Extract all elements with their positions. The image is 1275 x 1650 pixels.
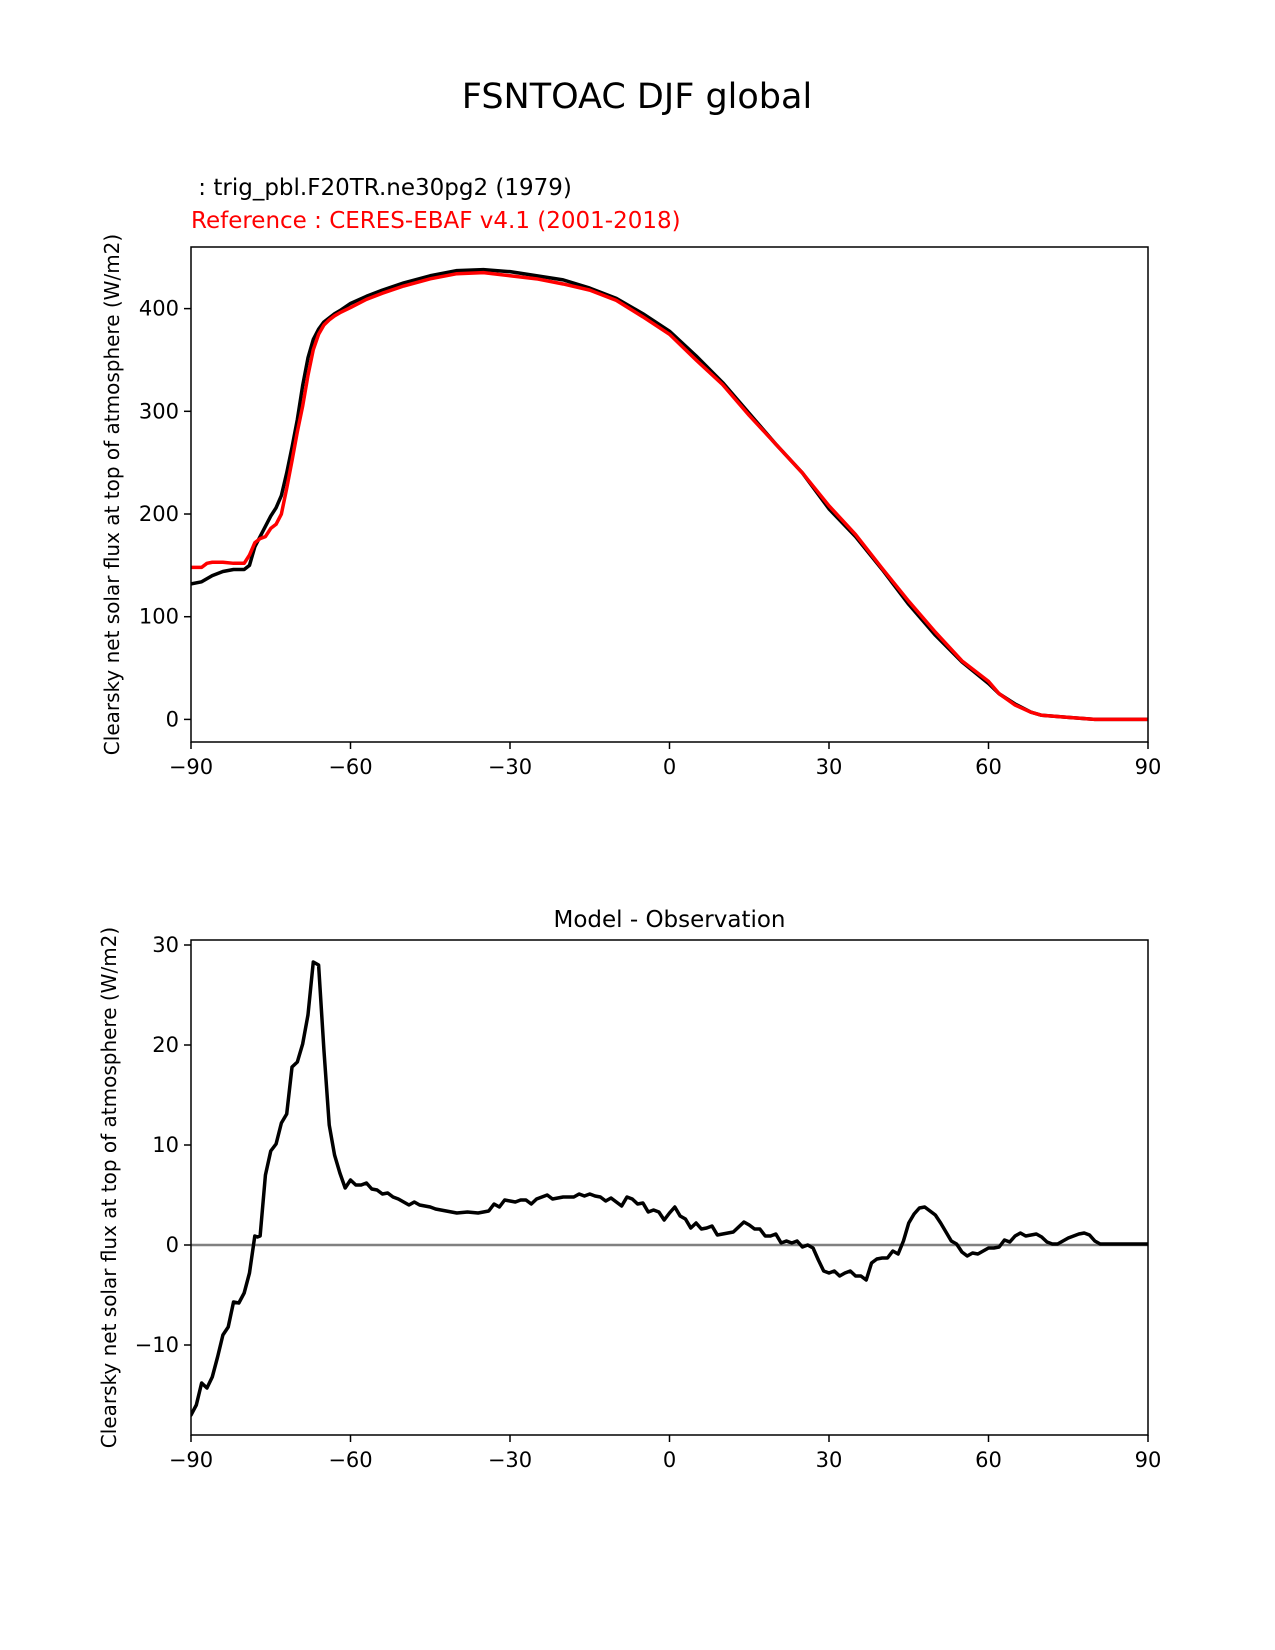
x-tick-label: 90 — [1135, 755, 1162, 779]
panel-header-line-0: : trig_pbl.F20TR.ne30pg2 (1979) — [191, 175, 572, 201]
x-tick-label: 60 — [975, 755, 1002, 779]
series-line-0 — [191, 267, 1148, 722]
bottom-panel: −90 −60 −30 0 30 60 90 −10 0 10 20 30 Clearsky net s… — [97, 907, 1161, 1472]
x-tick-label: 0 — [663, 1448, 676, 1472]
y-tick-label: 200 — [139, 502, 179, 526]
y-tick-label: 100 — [139, 605, 179, 629]
x-tick-label: −60 — [328, 755, 372, 779]
x-tick-label: −90 — [169, 1448, 213, 1472]
panel-title: Model - Observation — [553, 907, 785, 933]
top-panel: −90 −60 −30 0 30 60 90 0 100 200 300 400 Clearsky ne… — [100, 175, 1161, 779]
x-tick-label: 0 — [663, 755, 676, 779]
y-axis-label: Clearsky net solar flux at top of atmosp… — [100, 234, 124, 755]
x-tick-label: 60 — [975, 1448, 1002, 1472]
axes-frame — [190, 939, 1149, 1436]
y-tick-label: 300 — [139, 399, 179, 423]
y-tick-label: 10 — [152, 1133, 179, 1157]
x-tick-label: −60 — [328, 1448, 372, 1472]
y-tick-label: −10 — [135, 1333, 179, 1357]
y-tick-label: 0 — [166, 707, 179, 731]
y-tick-label: 30 — [152, 933, 179, 957]
series-line-1 — [191, 270, 1148, 722]
x-tick-label: 90 — [1135, 1448, 1162, 1472]
x-tick-label: 30 — [816, 1448, 843, 1472]
x-tick-label: 30 — [816, 755, 843, 779]
panel-header-line-1: Reference : CERES-EBAF v4.1 (2001-2018) — [191, 208, 681, 234]
y-tick-label: 0 — [166, 1233, 179, 1257]
axes-frame — [190, 246, 1149, 743]
x-tick-label: −90 — [169, 755, 213, 779]
series-line-0 — [191, 960, 1148, 1417]
x-tick-label: −30 — [488, 755, 532, 779]
figure-title: FSNTOAC DJF global — [462, 77, 812, 117]
y-tick-label: 20 — [152, 1033, 179, 1057]
y-tick-label: 400 — [139, 297, 179, 321]
y-axis-label: Clearsky net solar flux at top of atmosp… — [97, 927, 121, 1448]
x-tick-label: −30 — [488, 1448, 532, 1472]
